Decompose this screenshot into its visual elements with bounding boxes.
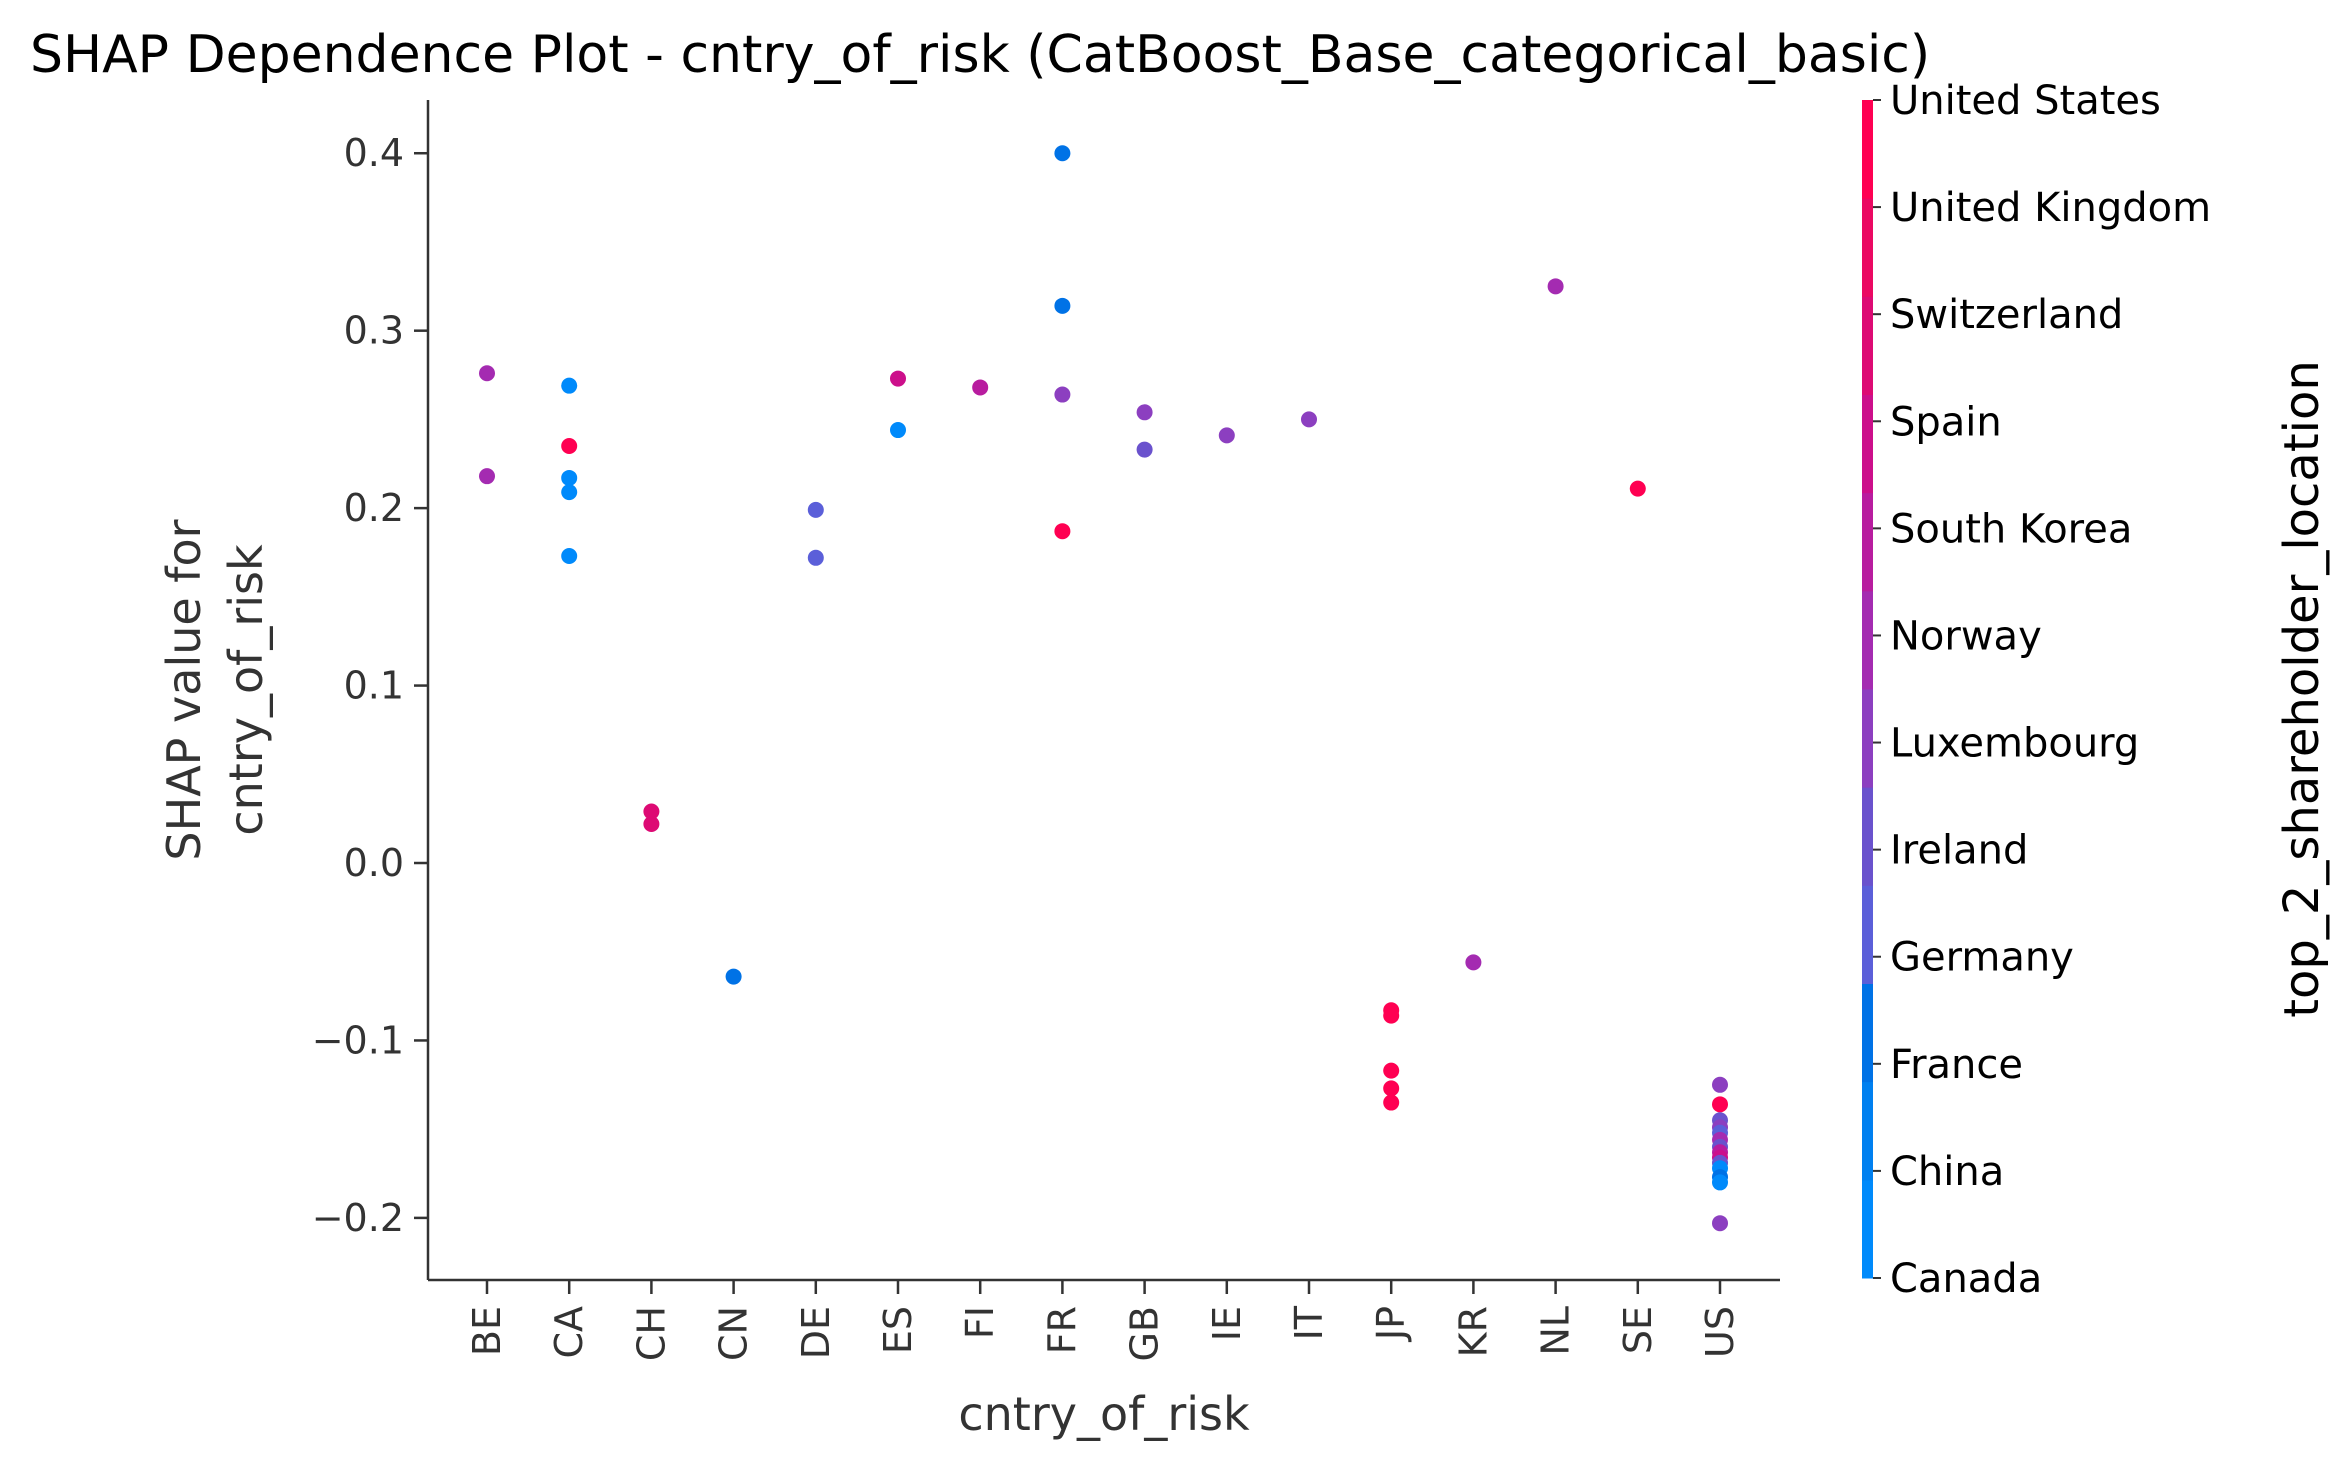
data-point (1218, 427, 1235, 444)
data-point (1136, 404, 1153, 421)
data-point (561, 548, 578, 565)
data-point (1301, 411, 1317, 428)
x-tick-label: US (1698, 1306, 1742, 1358)
colorbar-segment (1862, 590, 1873, 690)
colorbar-segment (1862, 787, 1873, 886)
data-point (479, 365, 495, 382)
x-tick-label: FI (958, 1306, 1002, 1339)
colorbar-segment (1862, 492, 1873, 592)
x-tick-label: CH (629, 1306, 673, 1361)
x-tick-label: SE (1616, 1306, 1660, 1354)
data-point (1712, 1174, 1728, 1191)
data-point (1629, 480, 1646, 497)
data-point (1383, 1080, 1400, 1097)
data-point (890, 422, 906, 439)
x-tick-label: IE (1205, 1306, 1249, 1341)
y-axis-label-line-1: SHAP value for (157, 519, 211, 860)
data-point (1054, 523, 1071, 540)
colorbar-segment (1862, 885, 1873, 984)
chart-title: SHAP Dependence Plot - cntry_of_risk (Ca… (30, 25, 1930, 85)
plot-axes: −0.2 −0.1 0.0 0.1 0.2 0.3 0.4 BE CA CH CN DE ES FI FR G… (157, 100, 1780, 1441)
colorbar-segment (1862, 296, 1873, 395)
x-tick-label: FR (1040, 1306, 1084, 1354)
colorbar-tick-label: Canada (1890, 1256, 2042, 1302)
data-point (561, 469, 578, 486)
data-point (643, 815, 660, 832)
colorbar-label: top_2_shareholder_location (2274, 360, 2330, 1018)
colorbar-tick-label: Ireland (1890, 828, 2028, 874)
data-point (479, 468, 495, 485)
colorbar-segment (1862, 100, 1873, 199)
data-point (1136, 441, 1153, 458)
colorbar: Canada China France Germany Ireland Luxembour… (1862, 78, 2330, 1302)
x-tick-label: JP (1369, 1306, 1413, 1342)
data-point (725, 968, 742, 985)
data-point (1054, 145, 1071, 162)
data-point (643, 803, 660, 820)
colorbar-tick-label: South Korea (1890, 506, 2132, 552)
data-point (1383, 1062, 1400, 1079)
data-point (1383, 1094, 1400, 1111)
y-tick-label: 0.4 (344, 131, 404, 175)
x-tick-label: KR (1451, 1306, 1495, 1357)
y-tick-label: 0.3 (344, 309, 404, 353)
y-tick-label: −0.2 (312, 1196, 404, 1240)
colorbar-segment (1862, 1081, 1873, 1181)
x-tick-label: CN (712, 1306, 756, 1361)
colorbar-tick-label: United States (1890, 78, 2161, 124)
colorbar-tick-label: China (1890, 1149, 2004, 1195)
colorbar-segment (1862, 689, 1873, 788)
data-point (1712, 1076, 1728, 1093)
x-tick-label: IT (1287, 1305, 1331, 1340)
x-tick-label: DE (794, 1306, 838, 1359)
data-point (1712, 1096, 1728, 1113)
colorbar-tick-label: United Kingdom (1890, 185, 2211, 231)
x-tick-label: ES (876, 1306, 920, 1354)
x-tick-label: GB (1123, 1306, 1167, 1362)
colorbar-tick-label: Germany (1890, 935, 2074, 981)
data-point (1383, 1007, 1400, 1024)
x-tick-label: NL (1534, 1306, 1578, 1356)
colorbar-tick-label: Spain (1890, 399, 2002, 445)
data-point (561, 377, 578, 394)
data-point (807, 549, 824, 566)
data-point (561, 484, 578, 501)
data-point (1054, 386, 1071, 403)
colorbar-tick-label: Switzerland (1890, 292, 2123, 338)
y-tick-label: 0.2 (344, 486, 404, 530)
y-axis-label-line-2: cntry_of_risk (219, 544, 273, 836)
colorbar-tick-label: Norway (1890, 613, 2042, 659)
data-point (1054, 297, 1071, 314)
scatter-points (479, 145, 1728, 1232)
data-point (972, 379, 989, 396)
data-point (1465, 954, 1482, 971)
data-point (1712, 1215, 1728, 1232)
data-point (890, 370, 906, 387)
x-tick-label: BE (465, 1306, 509, 1356)
y-tick-label: 0.0 (344, 841, 404, 885)
colorbar-segment (1862, 983, 1873, 1083)
x-tick-label: CA (547, 1306, 591, 1359)
y-tick-label: 0.1 (344, 664, 404, 708)
data-point (1547, 278, 1564, 295)
colorbar-segment (1862, 1179, 1873, 1279)
colorbar-segment (1862, 198, 1873, 297)
data-point (561, 438, 578, 455)
data-point (807, 501, 824, 518)
x-axis-label: cntry_of_risk (958, 1387, 1250, 1441)
y-tick-label: −0.1 (312, 1018, 404, 1062)
colorbar-tick-label: France (1890, 1042, 2023, 1088)
colorbar-segment (1862, 394, 1873, 494)
colorbar-tick-label: Luxembourg (1890, 721, 2139, 767)
